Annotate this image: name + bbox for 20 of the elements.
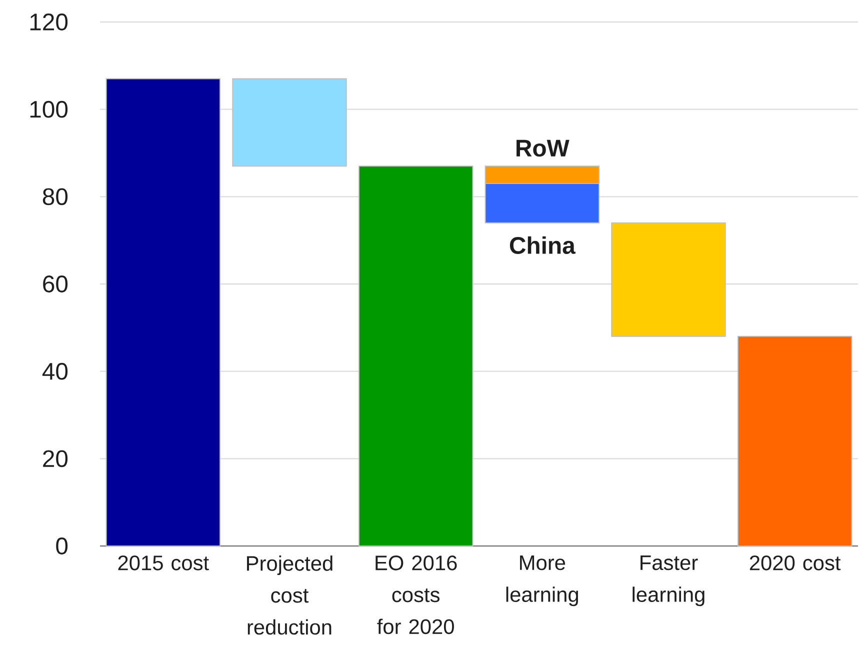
y-tick-label: 40: [42, 362, 68, 380]
annotation: RoW: [516, 140, 570, 157]
y-tick-label: 80: [42, 188, 68, 206]
x-tick-label: 2020 cost: [750, 556, 841, 570]
x-tick-label: More learning: [506, 556, 578, 606]
annotation: China: [510, 236, 576, 254]
y-tick-label: 120: [30, 14, 68, 30]
y-tick-label: 0: [56, 538, 68, 554]
x-tick-label: Projected cost reduction: [247, 556, 332, 635]
y-tick-label: 20: [43, 450, 68, 468]
bar: [611, 222, 726, 337]
x-tick-label: EO 2016 costs for 2020: [376, 556, 457, 634]
x-tick-label: Faster learning: [632, 556, 704, 606]
bar: [106, 78, 221, 547]
y-tick-label: 100: [30, 100, 68, 118]
bar: [358, 166, 474, 547]
y-tick-label: 60: [43, 276, 68, 292]
x-tick-label: 2015 cost: [118, 556, 209, 570]
bar: [232, 78, 347, 167]
bar: [737, 336, 852, 547]
